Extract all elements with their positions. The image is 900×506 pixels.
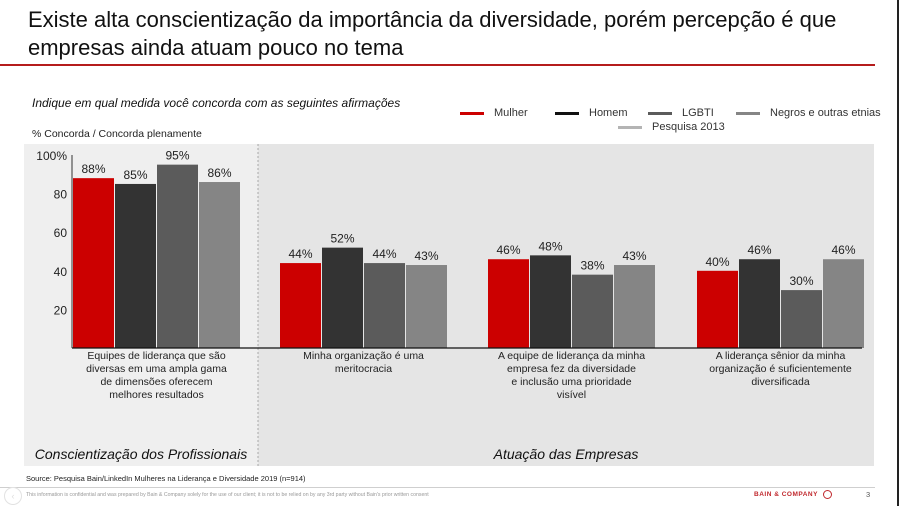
data-label: 46%	[747, 243, 771, 257]
data-label: 46%	[831, 243, 855, 257]
data-label: 95%	[165, 149, 189, 163]
title-divider	[0, 64, 875, 66]
back-arrow-icon[interactable]: ‹	[4, 487, 22, 505]
legend-label: Homem	[589, 107, 628, 119]
bar-homem-0	[115, 183, 156, 348]
bar-mulher-2	[488, 259, 529, 348]
legend-item-pesquisa-2013: Pesquisa 2013	[618, 121, 725, 133]
chart-legend: Mulher Homem LGBTI Negros e outras etnia…	[458, 105, 888, 135]
legend-item-lgbti: LGBTI	[648, 107, 714, 119]
legend-label: Negros e outras etnias	[770, 107, 881, 119]
bar-lgbti-0	[157, 164, 198, 348]
category-label: Minha organização é uma meritocracia	[303, 350, 424, 375]
legend-swatch	[648, 111, 672, 115]
bar-homem-2	[530, 255, 571, 348]
bar-homem-1	[322, 247, 363, 348]
disclaimer: This information is confidential and was…	[26, 492, 429, 498]
y-tick-label: 40	[54, 265, 68, 279]
source-note: Source: Pesquisa Bain/LinkedIn Mulheres …	[26, 474, 306, 483]
data-label: 43%	[622, 249, 646, 263]
data-label: 43%	[414, 249, 438, 263]
data-label: 85%	[123, 168, 147, 182]
data-label: 88%	[81, 162, 105, 176]
y-tick-label: 20	[54, 303, 68, 317]
data-label: 48%	[538, 239, 562, 253]
category-label: A equipe de liderança da minha empresa fe…	[498, 350, 645, 401]
section-label: Conscientização dos Profissionais	[35, 446, 247, 462]
brand-name: BAIN & COMPANY	[754, 491, 818, 498]
category-label: A liderança sênior da minha organização é…	[709, 350, 852, 388]
bar-mulher-3	[697, 270, 738, 348]
legend-label: Mulher	[494, 107, 528, 119]
bar-negros-e-outras-etnias-0	[199, 182, 240, 348]
bar-negros-e-outras-etnias-3	[823, 259, 864, 348]
chart-question: Indique em qual medida você concorda com…	[32, 96, 401, 110]
data-label: 86%	[207, 166, 231, 180]
legend-swatch	[555, 111, 579, 115]
y-tick-label: 80	[54, 188, 68, 202]
y-axis-label: % Concorda / Concorda plenamente	[32, 128, 202, 140]
data-label: 44%	[372, 247, 396, 261]
legend-swatch	[460, 111, 484, 115]
bar-lgbti-2	[572, 274, 613, 348]
bar-lgbti-1	[364, 263, 405, 348]
legend-item-homem: Homem	[555, 107, 628, 119]
category-label: Equipes de liderança que são diversas em …	[86, 350, 227, 401]
brand-logo: BAIN & COMPANY	[754, 490, 832, 499]
data-label: 46%	[496, 243, 520, 257]
slide-border	[897, 0, 899, 506]
footer-divider	[0, 487, 875, 488]
legend-item-mulher: Mulher	[460, 107, 528, 119]
bar-negros-e-outras-etnias-1	[406, 265, 447, 348]
bar-mulher-0	[73, 178, 114, 348]
data-label: 52%	[330, 232, 354, 246]
section-label: Atuação das Empresas	[493, 446, 639, 462]
data-label: 40%	[705, 255, 729, 269]
page-number: 3	[866, 490, 871, 499]
legend-swatch	[618, 125, 642, 129]
bar-lgbti-3	[781, 290, 822, 348]
bar-mulher-1	[280, 263, 321, 348]
legend-label: Pesquisa 2013	[652, 121, 725, 133]
legend-label: LGBTI	[682, 107, 714, 119]
y-tick-label: 100%	[36, 149, 67, 163]
legend-swatch	[736, 111, 760, 115]
legend-item-negros: Negros e outras etnias	[736, 107, 881, 119]
bar-negros-e-outras-etnias-2	[614, 265, 655, 348]
brand-compass-icon	[822, 490, 832, 499]
data-label: 44%	[288, 247, 312, 261]
bar-homem-3	[739, 259, 780, 348]
y-tick-label: 60	[54, 226, 68, 240]
page-title: Existe alta conscientização da importânc…	[28, 7, 837, 60]
data-label: 30%	[789, 274, 813, 288]
data-label: 38%	[580, 259, 604, 273]
